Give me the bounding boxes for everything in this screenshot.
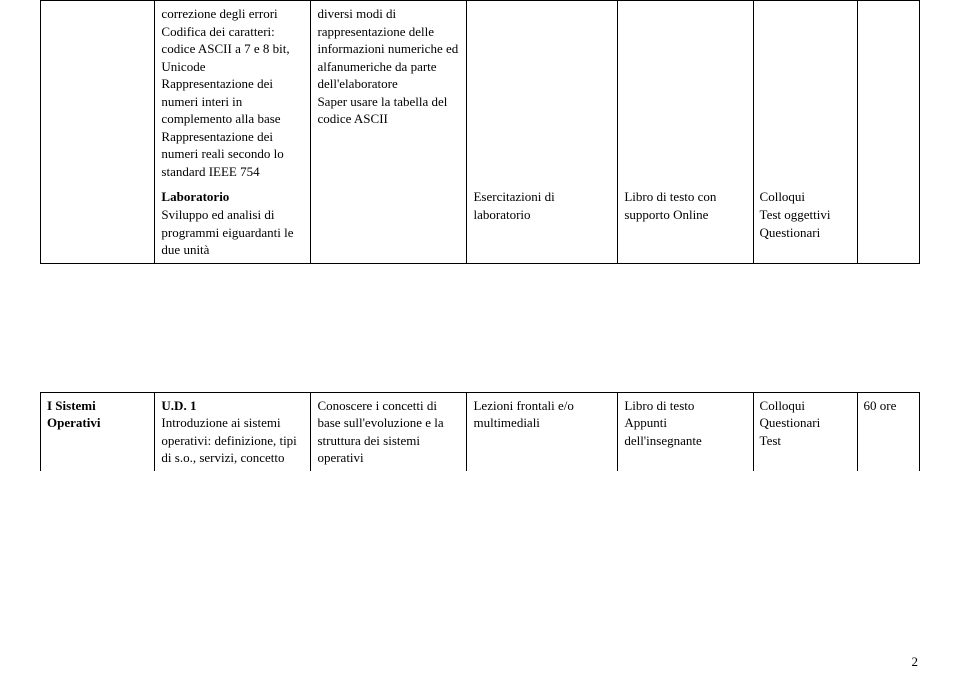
gap-cell — [41, 263, 920, 392]
cell — [857, 1, 919, 185]
cell: Esercitazioni di laboratorio — [467, 184, 618, 263]
module-title: I Sistemi Operativi — [47, 398, 100, 431]
cell: ColloquiQuestionariTest — [753, 392, 857, 471]
cell: 60 ore — [857, 392, 919, 471]
cell — [857, 184, 919, 263]
cell: correzione degli erroriCodifica dei cara… — [155, 1, 311, 185]
cell: Libro di testoAppunti dell'insegnante — [618, 392, 753, 471]
gap-row — [41, 263, 920, 392]
cell — [311, 184, 467, 263]
curriculum-table: correzione degli erroriCodifica dei cara… — [40, 0, 920, 471]
cell: Conoscere i concetti di base sull'evoluz… — [311, 392, 467, 471]
table-row: Laboratorio Sviluppo ed analisi di progr… — [41, 184, 920, 263]
cell: I Sistemi Operativi — [41, 392, 155, 471]
unit-heading: U.D. 1 — [161, 398, 196, 413]
cell: U.D. 1 Introduzione ai sistemi operativi… — [155, 392, 311, 471]
unit-text: Introduzione ai sistemi operativi: defin… — [161, 415, 296, 465]
cell — [41, 184, 155, 263]
table-row: I Sistemi Operativi U.D. 1 Introduzione … — [41, 392, 920, 471]
cell: diversi modi di rappresentazione delle i… — [311, 1, 467, 185]
cell: Lezioni frontali e/o multimediali — [467, 392, 618, 471]
cell — [467, 1, 618, 185]
cell — [41, 1, 155, 185]
page-number: 2 — [912, 654, 919, 670]
table-row: correzione degli erroriCodifica dei cara… — [41, 1, 920, 185]
lab-text: Sviluppo ed analisi di programmi eiguard… — [161, 207, 293, 257]
cell: Laboratorio Sviluppo ed analisi di progr… — [155, 184, 311, 263]
cell — [618, 1, 753, 185]
cell: Libro di testo con supporto Online — [618, 184, 753, 263]
cell: ColloquiTest oggettiviQuestionari — [753, 184, 857, 263]
cell — [753, 1, 857, 185]
lab-heading: Laboratorio — [161, 189, 229, 204]
document-page: correzione degli erroriCodifica dei cara… — [0, 0, 960, 471]
